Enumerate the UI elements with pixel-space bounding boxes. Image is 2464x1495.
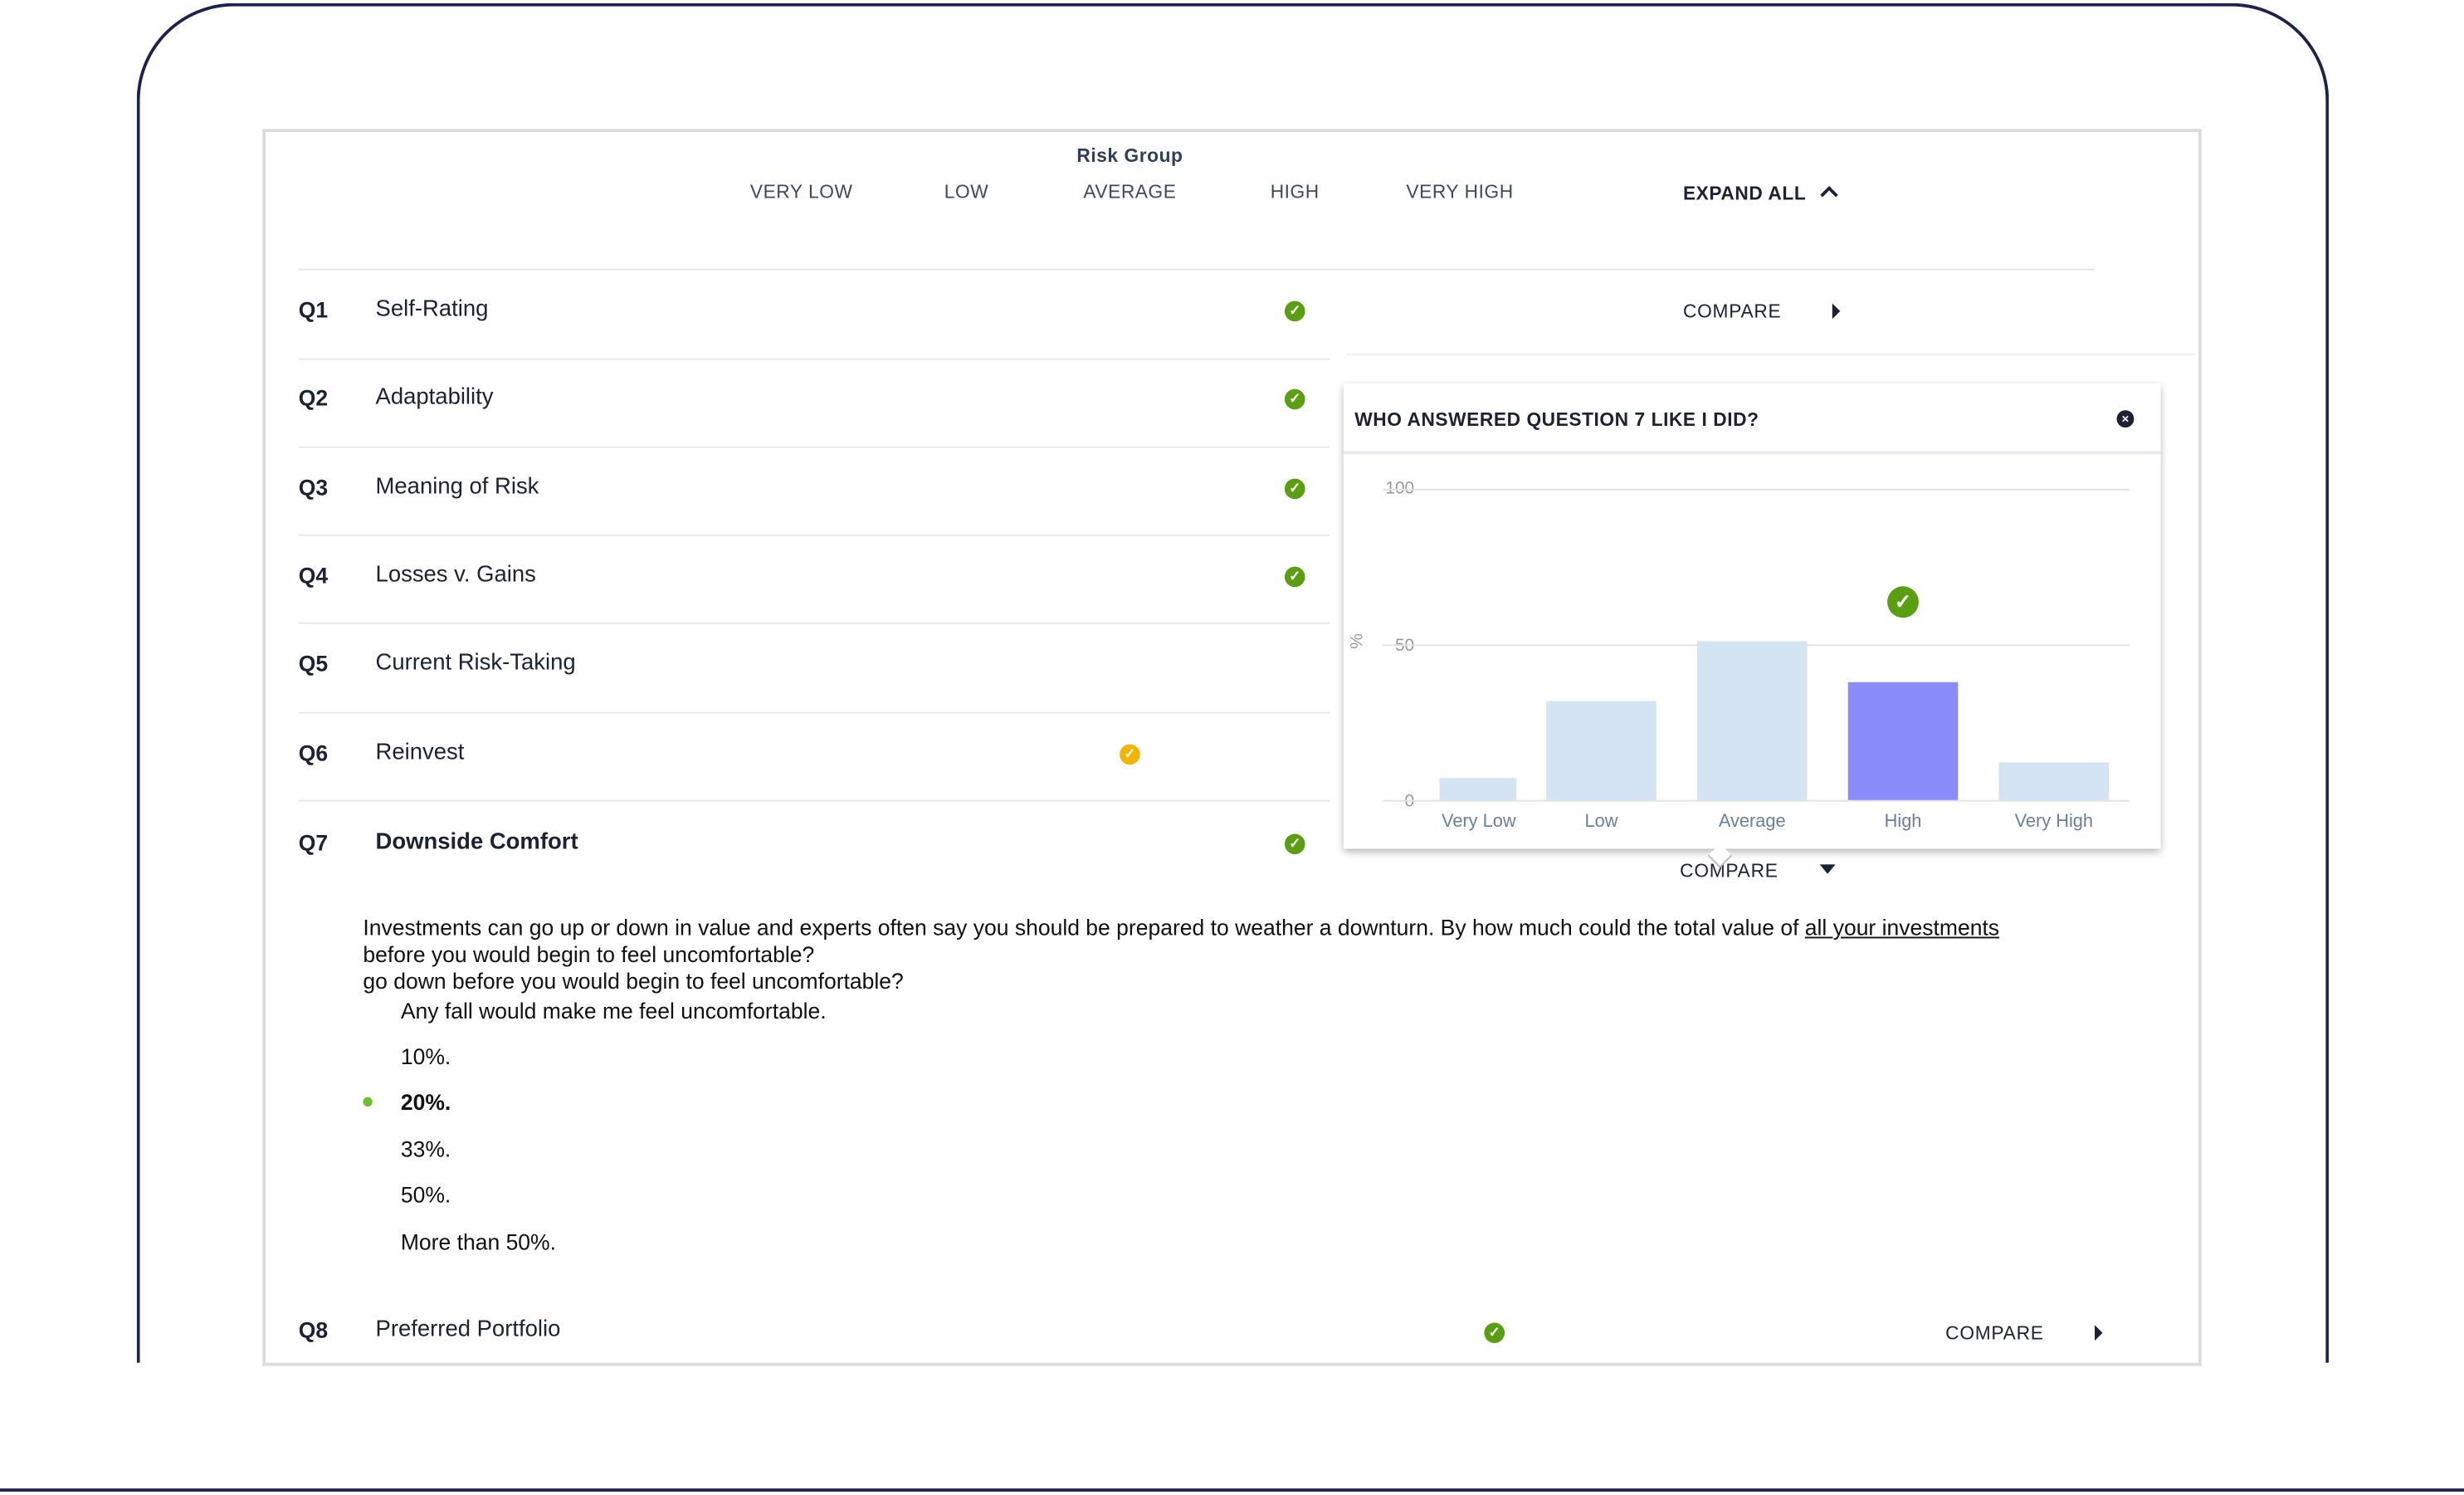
question-number: Q2 (298, 384, 329, 411)
gridline (1383, 488, 2130, 491)
question-title: Downside Comfort (375, 829, 578, 856)
bar-average (1696, 641, 1808, 800)
check-green-icon: ✓ (1284, 300, 1305, 322)
question-number: Q3 (298, 474, 329, 501)
question-number: Q8 (298, 1317, 329, 1343)
question-text: Investments can go up or down in value a… (363, 915, 2000, 994)
question-title: Reinvest (375, 740, 465, 766)
column-low: LOW (944, 180, 989, 203)
question-number: Q4 (298, 562, 329, 589)
chevron-up-icon (1819, 186, 1838, 204)
question-title: Meaning of Risk (375, 474, 539, 501)
question-number: Q1 (298, 296, 329, 323)
question-title: Self-Rating (375, 296, 489, 323)
check-green-icon: ✓ (1484, 1322, 1505, 1343)
check-green-icon: ✓ (1284, 566, 1305, 588)
close-circle-icon[interactable]: × (2116, 410, 2135, 428)
caret-right-icon (2095, 1325, 2103, 1341)
question-title: Losses v. Gains (375, 562, 536, 589)
question-title: Adaptability (375, 384, 494, 411)
answer-option-selected[interactable]: 20%. (400, 1089, 451, 1115)
compare-label: COMPARE (1680, 859, 1778, 882)
expand-all-button[interactable]: EXPAND ALL (1682, 179, 1838, 208)
column-high: HIGH (1270, 180, 1320, 203)
y-axis-label: % (1348, 633, 1368, 649)
x-tick-label: Average (1718, 812, 1786, 832)
risk-group-label: Risk Group (1076, 144, 1183, 167)
compare-label: COMPARE (1945, 1322, 2044, 1344)
bar-very-high (1998, 762, 2110, 800)
answer-option[interactable]: More than 50%. (400, 1229, 557, 1255)
device-base-line (0, 1488, 2464, 1492)
device-frame (136, 2, 2330, 1421)
question-number: Q7 (298, 829, 329, 856)
x-tick-label: Low (1584, 812, 1618, 832)
check-yellow-icon: ✓ (1120, 744, 1140, 765)
question-title: Preferred Portfolio (375, 1317, 561, 1343)
all-investments-link[interactable]: all your investments (1804, 915, 2000, 940)
bar-very-low (1439, 778, 1517, 800)
column-very-high: VERY HIGH (1406, 180, 1514, 203)
x-tick-label: High (1884, 812, 1922, 832)
check-green-icon: ✓ (1284, 833, 1305, 855)
answer-option[interactable]: Any fall would make me feel uncomfortabl… (400, 998, 827, 1024)
compare-popup: WHO ANSWERED QUESTION 7 LIKE I DID? × 10… (1343, 384, 2161, 849)
selected-dot-icon (363, 1097, 373, 1107)
question-number: Q5 (298, 650, 329, 677)
my-answer-check-icon: ✓ (1887, 585, 1919, 618)
answer-option[interactable]: 33%. (400, 1136, 451, 1162)
answer-option[interactable]: 50%. (400, 1181, 451, 1208)
question-number: Q6 (298, 740, 329, 766)
compare-label: COMPARE (1682, 300, 1782, 323)
column-very-low: VERY LOW (749, 180, 853, 203)
gridline (1383, 799, 2130, 802)
caret-right-icon (1832, 303, 1841, 320)
caret-down-icon (1819, 864, 1836, 874)
question-title: Current Risk-Taking (375, 650, 576, 677)
check-green-icon: ✓ (1284, 478, 1305, 500)
x-tick-label: Very Low (1441, 812, 1516, 832)
bar-high (1847, 682, 1959, 800)
expand-all-label: EXPAND ALL (1682, 182, 1807, 205)
compare-chart: 100 50 0 % Very Low Low Average High Ver… (1344, 384, 2161, 848)
answer-option[interactable]: 10%. (400, 1043, 451, 1069)
popup-title: WHO ANSWERED QUESTION 7 LIKE I DID? (1354, 408, 1759, 431)
column-average: AVERAGE (1083, 180, 1177, 203)
x-tick-label: Very High (2014, 812, 2094, 832)
bar-low (1546, 700, 1656, 800)
check-green-icon: ✓ (1284, 388, 1305, 410)
